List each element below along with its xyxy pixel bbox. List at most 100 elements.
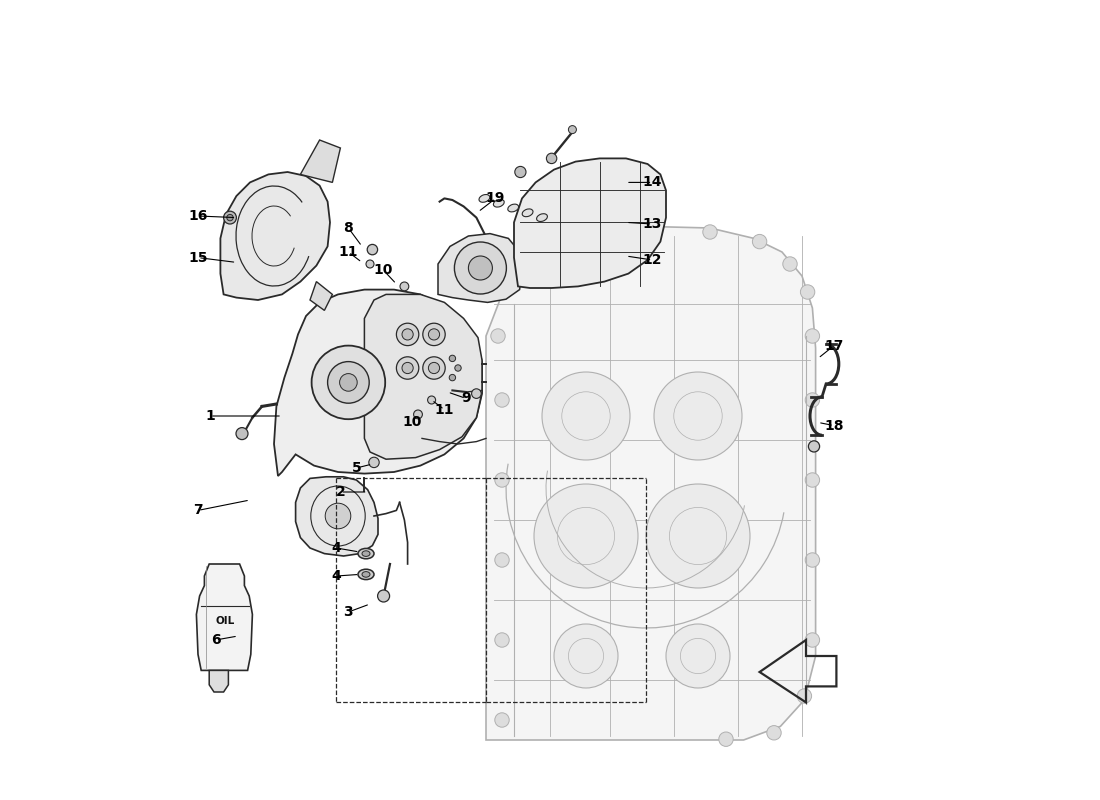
Text: 17: 17 <box>824 338 844 353</box>
Text: 10: 10 <box>403 415 422 430</box>
Ellipse shape <box>495 473 509 487</box>
Ellipse shape <box>428 329 440 340</box>
Ellipse shape <box>478 194 490 202</box>
Text: 1: 1 <box>205 409 214 423</box>
Ellipse shape <box>703 225 717 239</box>
Text: 7: 7 <box>194 503 202 518</box>
Polygon shape <box>438 234 522 302</box>
Polygon shape <box>364 294 482 459</box>
Ellipse shape <box>767 726 781 740</box>
Ellipse shape <box>362 571 370 578</box>
Ellipse shape <box>805 633 820 647</box>
Ellipse shape <box>414 410 422 419</box>
Text: 3: 3 <box>343 605 353 619</box>
Text: 11: 11 <box>339 245 359 259</box>
Ellipse shape <box>515 166 526 178</box>
Polygon shape <box>220 172 330 300</box>
Ellipse shape <box>377 590 389 602</box>
Ellipse shape <box>328 362 370 403</box>
Ellipse shape <box>223 211 236 224</box>
Ellipse shape <box>534 484 638 588</box>
Ellipse shape <box>227 214 233 221</box>
Ellipse shape <box>358 570 374 579</box>
Text: 19: 19 <box>486 191 505 206</box>
Text: 11: 11 <box>434 402 454 417</box>
Polygon shape <box>197 564 252 670</box>
Polygon shape <box>296 477 378 556</box>
Ellipse shape <box>654 372 743 460</box>
Ellipse shape <box>449 374 455 381</box>
Text: 16: 16 <box>188 209 208 223</box>
Ellipse shape <box>783 257 798 271</box>
Text: 13: 13 <box>642 217 662 231</box>
Polygon shape <box>514 158 666 288</box>
Ellipse shape <box>422 357 446 379</box>
Polygon shape <box>486 226 815 740</box>
Ellipse shape <box>508 204 518 212</box>
Ellipse shape <box>469 256 493 280</box>
Ellipse shape <box>454 242 506 294</box>
Ellipse shape <box>449 355 455 362</box>
Polygon shape <box>310 282 332 310</box>
Ellipse shape <box>454 365 461 371</box>
Ellipse shape <box>402 329 414 340</box>
Ellipse shape <box>805 553 820 567</box>
Ellipse shape <box>554 624 618 688</box>
Ellipse shape <box>522 233 537 247</box>
Ellipse shape <box>422 323 446 346</box>
Ellipse shape <box>494 199 504 207</box>
Ellipse shape <box>805 393 820 407</box>
Text: 15: 15 <box>188 250 208 265</box>
Ellipse shape <box>718 732 734 746</box>
Ellipse shape <box>522 209 534 217</box>
Ellipse shape <box>495 393 509 407</box>
Ellipse shape <box>366 260 374 268</box>
Ellipse shape <box>236 427 248 440</box>
Ellipse shape <box>495 553 509 567</box>
Text: 10: 10 <box>374 263 394 278</box>
Text: 18: 18 <box>824 418 844 433</box>
Ellipse shape <box>547 153 557 164</box>
Ellipse shape <box>402 362 414 374</box>
Ellipse shape <box>340 374 358 391</box>
Polygon shape <box>300 140 340 182</box>
Ellipse shape <box>472 389 481 398</box>
Ellipse shape <box>579 226 593 241</box>
Text: OIL: OIL <box>216 616 234 626</box>
Ellipse shape <box>367 245 377 255</box>
Text: 12: 12 <box>642 253 662 267</box>
Ellipse shape <box>808 441 820 452</box>
Text: 2: 2 <box>336 485 345 499</box>
Ellipse shape <box>805 329 820 343</box>
Ellipse shape <box>537 214 548 222</box>
Ellipse shape <box>646 484 750 588</box>
Ellipse shape <box>400 282 409 290</box>
Text: 14: 14 <box>642 175 662 190</box>
Text: 8: 8 <box>343 221 353 235</box>
Ellipse shape <box>798 689 812 703</box>
Ellipse shape <box>362 550 370 556</box>
Ellipse shape <box>358 548 374 558</box>
Ellipse shape <box>491 329 505 343</box>
Ellipse shape <box>326 503 351 529</box>
Ellipse shape <box>495 713 509 727</box>
Ellipse shape <box>368 457 379 467</box>
Polygon shape <box>274 290 482 476</box>
Text: 6: 6 <box>211 633 220 647</box>
Polygon shape <box>209 670 229 692</box>
Ellipse shape <box>396 357 419 379</box>
Ellipse shape <box>311 346 385 419</box>
Ellipse shape <box>805 473 820 487</box>
Ellipse shape <box>542 372 630 460</box>
Ellipse shape <box>666 624 730 688</box>
Ellipse shape <box>428 396 436 404</box>
Text: 4: 4 <box>331 541 341 555</box>
Ellipse shape <box>495 633 509 647</box>
Ellipse shape <box>752 234 767 249</box>
Ellipse shape <box>639 223 653 238</box>
Text: 9: 9 <box>461 391 471 406</box>
Ellipse shape <box>801 285 815 299</box>
Ellipse shape <box>569 126 576 134</box>
Ellipse shape <box>428 362 440 374</box>
Text: 4: 4 <box>331 569 341 583</box>
